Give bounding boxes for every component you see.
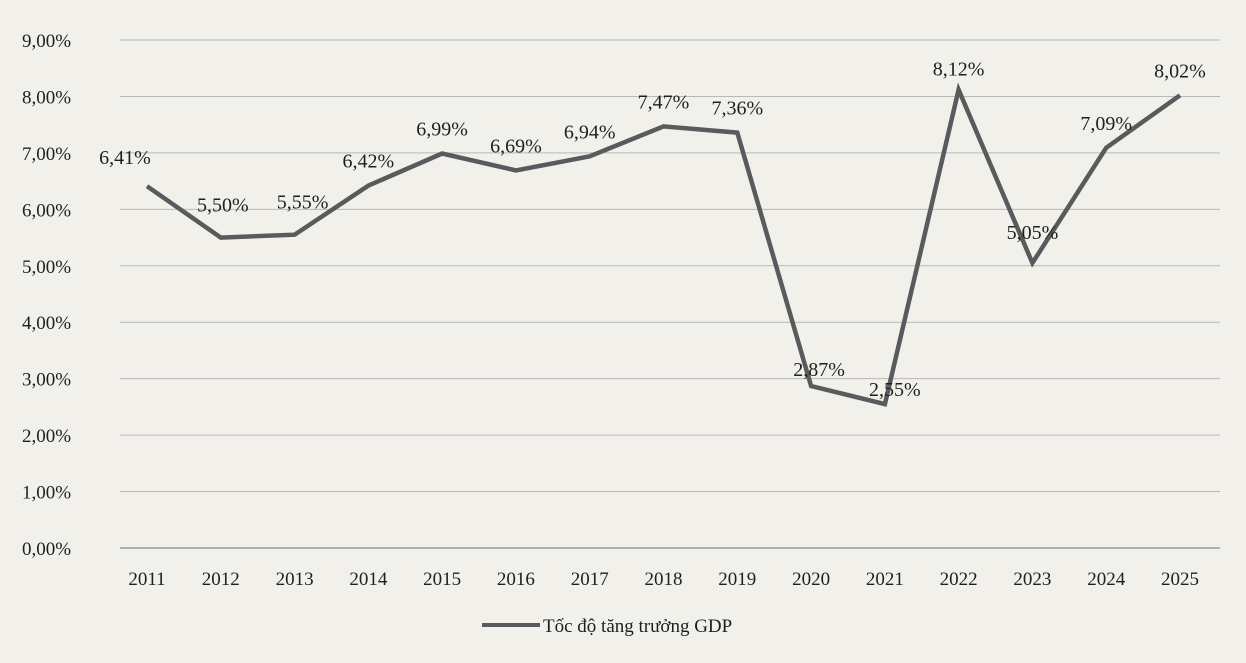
series-line-gdp-growth xyxy=(145,82,1182,407)
y-axis-ticks: 0,00% 1,00% 2,00% 3,00% 4,00% 5,00% 6,00% 7,00%… xyxy=(22,31,71,560)
data-label: 6,41% xyxy=(99,147,151,169)
x-tick-label: 2018 xyxy=(645,569,683,590)
series-group xyxy=(145,82,1182,407)
x-tick-label: 2025 xyxy=(1161,569,1199,590)
y-tick-label: 1,00% xyxy=(22,483,71,504)
y-tick-label: 3,00% xyxy=(22,370,71,391)
x-tick-label: 2014 xyxy=(349,569,388,590)
y-tick-label: 0,00% xyxy=(22,539,71,560)
data-label: 7,09% xyxy=(1080,113,1132,135)
x-tick-label: 2016 xyxy=(497,569,535,590)
data-label: 5,55% xyxy=(277,192,329,214)
y-tick-label: 4,00% xyxy=(22,313,71,334)
data-label: 6,42% xyxy=(343,151,395,173)
x-axis-ticks: 2011 2012 2013 2014 2015 2016 2017 2018 2019 2020… xyxy=(128,569,1199,590)
data-label: 2,87% xyxy=(793,359,845,381)
x-tick-label: 2020 xyxy=(792,569,830,590)
x-tick-label: 2024 xyxy=(1087,569,1126,590)
x-tick-label: 2011 xyxy=(128,569,165,590)
data-label: 5,05% xyxy=(1007,222,1059,244)
data-label: 7,47% xyxy=(638,91,690,113)
x-tick-label: 2021 xyxy=(866,569,904,590)
y-tick-label: 5,00% xyxy=(22,257,71,278)
x-tick-label: 2012 xyxy=(202,569,240,590)
data-label: 6,94% xyxy=(564,121,616,143)
legend: Tốc độ tăng trưởng GDP xyxy=(482,616,732,637)
grid-lines xyxy=(120,39,1220,549)
data-label: 6,69% xyxy=(490,135,542,157)
data-label: 8,12% xyxy=(933,59,985,81)
data-labels: 6,41% 5,50% 5,55% 6,42% 6,99% 6,69% 6,94% 7,47%… xyxy=(99,59,1206,401)
x-tick-label: 2015 xyxy=(423,569,461,590)
data-label: 2,55% xyxy=(869,379,921,401)
x-tick-label: 2023 xyxy=(1013,569,1051,590)
data-label: 6,99% xyxy=(416,118,468,140)
y-tick-label: 2,00% xyxy=(22,426,71,447)
x-tick-label: 2017 xyxy=(571,569,609,590)
y-tick-label: 7,00% xyxy=(22,144,71,165)
y-tick-label: 6,00% xyxy=(22,200,71,221)
data-label: 7,36% xyxy=(711,98,763,120)
y-tick-label: 9,00% xyxy=(22,31,71,52)
x-tick-label: 2019 xyxy=(718,569,756,590)
x-tick-label: 2013 xyxy=(276,569,314,590)
data-label: 5,50% xyxy=(197,195,249,217)
y-tick-label: 8,00% xyxy=(22,87,71,108)
legend-label: Tốc độ tăng trưởng GDP xyxy=(543,616,732,637)
x-tick-label: 2022 xyxy=(940,569,978,590)
data-label: 8,02% xyxy=(1154,60,1206,82)
